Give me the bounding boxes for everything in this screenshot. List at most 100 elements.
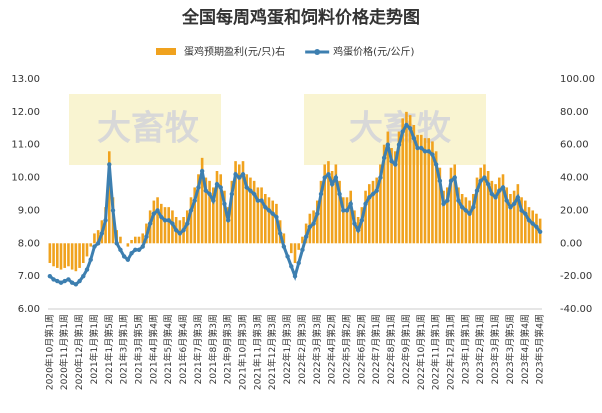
point [118,247,123,253]
y-tick-label: 12.00 [11,107,40,118]
point [103,218,108,223]
point [136,247,142,253]
point [159,214,164,220]
bar [412,125,416,244]
bar [249,177,252,244]
bar [96,230,100,244]
y-tick-label: 6.00 [18,304,40,315]
point [266,208,272,213]
x-tick-label: 2021年4月第4周 [147,314,159,384]
bar [256,187,260,244]
point [459,204,465,210]
point [140,244,145,249]
bar [197,174,200,244]
point [110,208,116,213]
bar [55,243,59,268]
point [81,273,86,279]
point [519,208,524,213]
bar [74,243,78,272]
point [344,208,350,213]
point [263,204,268,210]
y-tick-label: 9.00 [18,205,40,216]
point [203,188,209,193]
point [355,227,361,233]
bar [67,243,70,267]
point [133,247,138,253]
point [88,257,93,262]
bar [397,131,401,244]
bar [301,236,304,244]
bar [505,187,509,244]
bar [171,210,174,244]
x-tick-label: 2021年11月第3周 [251,314,263,390]
bar [78,243,81,268]
point [485,181,491,187]
point [352,221,357,226]
bar [341,197,345,244]
x-tick-label: 2021年6月第4周 [177,314,189,384]
point [400,129,405,134]
point [370,191,376,197]
bar [327,161,330,244]
y2-tick-label: -20.00 [560,271,592,282]
bar [382,144,386,244]
point [404,122,409,128]
bar [200,157,204,244]
point [77,278,82,284]
bar [52,243,55,267]
x-tick-label: 2021年3月第1周 [118,314,130,384]
bar [289,243,293,254]
point [389,158,394,164]
legend-swatch [314,49,321,55]
point [147,221,153,226]
point [170,221,175,226]
point [55,278,60,284]
point [329,181,335,187]
point [225,218,231,223]
bar [375,177,379,244]
bar [152,200,156,244]
bar [330,171,334,244]
bar [93,233,96,244]
bar [237,164,241,244]
bar [130,240,133,244]
x-tick-label: 2023年2月第1周 [474,314,486,384]
bar [252,180,256,244]
bar [189,197,193,244]
bar [263,194,267,244]
point [58,280,64,285]
bar [89,243,93,247]
point [448,178,454,184]
bar [219,174,223,244]
point [396,142,402,147]
point [437,178,443,184]
y2-tick-label: 20.00 [560,205,589,216]
point [107,162,112,167]
y-tick-label: 7.00 [18,271,40,282]
x-tick-label: 2021年3月第5周 [133,314,145,384]
point [196,185,201,190]
bar [475,177,479,244]
point [493,195,498,200]
point [497,188,502,193]
bar [241,161,245,244]
y2-tick-label: 100.00 [560,74,595,85]
bar [234,161,237,244]
x-tick-label: 2022年5月第2周 [341,314,353,384]
point [240,172,246,177]
bar [85,243,89,257]
point [151,211,157,216]
point [211,198,216,203]
point [66,277,71,282]
point [374,188,379,193]
bar [427,138,431,244]
y-tick-label: 8.00 [18,238,40,249]
bar [107,151,111,244]
y-tick-label: 11.00 [11,140,40,151]
point [422,149,428,154]
x-tick-label: 2022年1月第3周 [281,314,293,384]
point [296,260,301,266]
point [281,244,287,249]
bar [445,187,449,244]
